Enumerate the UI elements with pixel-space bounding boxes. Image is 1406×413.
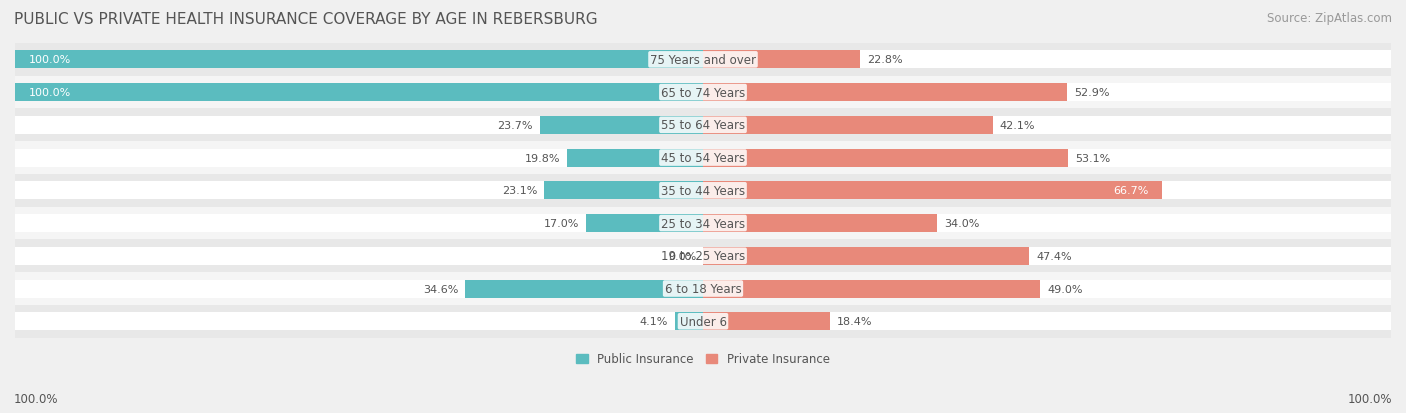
Bar bbox=[15, 273, 1391, 305]
Text: 22.8%: 22.8% bbox=[866, 55, 903, 65]
Text: 35 to 44 Years: 35 to 44 Years bbox=[661, 184, 745, 197]
Bar bbox=[703, 84, 1067, 102]
Bar bbox=[15, 305, 1391, 338]
Text: 23.1%: 23.1% bbox=[502, 186, 537, 196]
Text: 34.0%: 34.0% bbox=[943, 218, 979, 228]
Bar bbox=[540, 116, 703, 135]
Bar bbox=[15, 109, 1391, 142]
Bar bbox=[15, 84, 703, 102]
Text: 18.4%: 18.4% bbox=[837, 316, 872, 326]
Bar bbox=[567, 149, 703, 167]
Bar bbox=[703, 214, 936, 233]
Text: 100.0%: 100.0% bbox=[28, 88, 72, 98]
Bar bbox=[15, 51, 703, 69]
Bar bbox=[703, 280, 1391, 298]
Bar bbox=[15, 247, 703, 265]
Bar bbox=[544, 182, 703, 200]
Text: Source: ZipAtlas.com: Source: ZipAtlas.com bbox=[1267, 12, 1392, 25]
Text: 42.1%: 42.1% bbox=[1000, 121, 1035, 131]
Bar bbox=[15, 51, 703, 69]
Bar bbox=[703, 51, 860, 69]
Bar bbox=[15, 84, 703, 102]
Text: 17.0%: 17.0% bbox=[544, 218, 579, 228]
Bar bbox=[15, 142, 1391, 175]
Text: 47.4%: 47.4% bbox=[1036, 251, 1071, 261]
Bar bbox=[15, 214, 703, 233]
Text: 53.1%: 53.1% bbox=[1076, 153, 1111, 163]
Text: 25 to 34 Years: 25 to 34 Years bbox=[661, 217, 745, 230]
Text: 55 to 64 Years: 55 to 64 Years bbox=[661, 119, 745, 132]
Text: 66.7%: 66.7% bbox=[1112, 186, 1149, 196]
Bar bbox=[703, 247, 1391, 265]
Text: 100.0%: 100.0% bbox=[14, 392, 59, 405]
Text: 4.1%: 4.1% bbox=[640, 316, 668, 326]
Text: 49.0%: 49.0% bbox=[1047, 284, 1083, 294]
Text: 34.6%: 34.6% bbox=[423, 284, 458, 294]
Bar bbox=[15, 149, 703, 167]
Bar bbox=[15, 313, 703, 330]
Bar bbox=[703, 116, 1391, 135]
Bar bbox=[703, 149, 1069, 167]
Text: 23.7%: 23.7% bbox=[498, 121, 533, 131]
Bar bbox=[703, 313, 1391, 330]
Text: Under 6: Under 6 bbox=[679, 315, 727, 328]
Bar bbox=[15, 116, 703, 135]
Bar bbox=[15, 175, 1391, 207]
Bar bbox=[675, 313, 703, 330]
Bar bbox=[15, 182, 703, 200]
Bar bbox=[703, 313, 830, 330]
Bar bbox=[15, 207, 1391, 240]
Bar bbox=[703, 149, 1391, 167]
Text: PUBLIC VS PRIVATE HEALTH INSURANCE COVERAGE BY AGE IN REBERSBURG: PUBLIC VS PRIVATE HEALTH INSURANCE COVER… bbox=[14, 12, 598, 27]
Text: 100.0%: 100.0% bbox=[28, 55, 72, 65]
Legend: Public Insurance, Private Insurance: Public Insurance, Private Insurance bbox=[571, 348, 835, 370]
Bar bbox=[703, 247, 1029, 265]
Text: 52.9%: 52.9% bbox=[1074, 88, 1109, 98]
Bar bbox=[15, 44, 1391, 76]
Bar bbox=[703, 116, 993, 135]
Bar bbox=[703, 84, 1391, 102]
Text: 65 to 74 Years: 65 to 74 Years bbox=[661, 86, 745, 100]
Bar bbox=[465, 280, 703, 298]
Bar bbox=[586, 214, 703, 233]
Bar bbox=[15, 76, 1391, 109]
Bar bbox=[703, 182, 1161, 200]
Bar bbox=[15, 240, 1391, 273]
Bar bbox=[703, 280, 1040, 298]
Text: 19 to 25 Years: 19 to 25 Years bbox=[661, 250, 745, 263]
Text: 6 to 18 Years: 6 to 18 Years bbox=[665, 282, 741, 295]
Text: 75 Years and over: 75 Years and over bbox=[650, 54, 756, 66]
Text: 0.0%: 0.0% bbox=[668, 251, 696, 261]
Bar bbox=[703, 214, 1391, 233]
Text: 19.8%: 19.8% bbox=[524, 153, 560, 163]
Bar bbox=[15, 280, 703, 298]
Text: 45 to 54 Years: 45 to 54 Years bbox=[661, 152, 745, 165]
Text: 100.0%: 100.0% bbox=[1347, 392, 1392, 405]
Bar bbox=[703, 182, 1391, 200]
Bar bbox=[703, 51, 1391, 69]
